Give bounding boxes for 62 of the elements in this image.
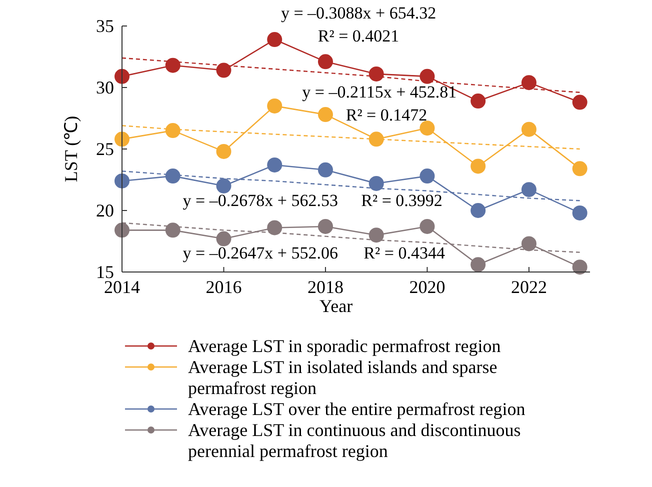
annotation: R² = 0.1472: [346, 106, 428, 125]
point: [165, 222, 180, 238]
point: [318, 107, 333, 122]
x-tick-label: 2016: [206, 277, 242, 297]
point: [114, 173, 130, 188]
point: [420, 68, 435, 84]
legend-label: Average LST in continuous and discontinuous perennial permafrost region: [188, 420, 521, 461]
annotation: R² = 0.4021: [318, 26, 400, 46]
annotation: R² = 0.4344: [364, 243, 446, 262]
point: [521, 236, 536, 252]
y-tick-label: 20: [96, 200, 114, 220]
point: [521, 122, 536, 137]
x-tick-label: 2018: [307, 277, 344, 297]
x-axis-title: Year: [319, 296, 353, 316]
y-tick-label: 25: [96, 139, 114, 159]
point: [470, 94, 486, 109]
point: [267, 32, 282, 48]
point: [216, 178, 232, 194]
y-tick-label: 30: [96, 78, 114, 98]
point: [572, 94, 588, 110]
x-tick-label: 2020: [409, 277, 446, 297]
annotation: y = –0.2678x + 562.53: [182, 191, 338, 210]
legend-label: Average LST over the entire permafrost region: [188, 399, 526, 419]
point: [470, 203, 486, 218]
point: [420, 218, 435, 234]
annotation: R² = 0.3992: [361, 191, 442, 210]
point: [521, 182, 536, 198]
point: [114, 222, 130, 238]
point: [165, 168, 180, 184]
point: [470, 158, 486, 174]
point: [114, 68, 130, 84]
point: [368, 228, 384, 243]
point: [318, 162, 333, 178]
point: [318, 218, 333, 234]
point: [267, 220, 282, 236]
point: [572, 205, 588, 220]
point: [420, 120, 435, 136]
legend-label: Average LST in isolated islands and sparse permafrost region: [188, 357, 498, 398]
y-axis-title: LST (℃): [61, 116, 81, 182]
annotation: y = –0.2647x + 552.06: [182, 243, 338, 262]
point: [318, 54, 333, 70]
point: [165, 58, 180, 73]
point: [572, 161, 588, 176]
y-tick-label: 35: [96, 16, 114, 36]
x-tick-label: 2022: [510, 277, 547, 297]
point: [368, 132, 384, 147]
point: [267, 98, 282, 114]
point: [368, 176, 384, 191]
point: [572, 260, 588, 275]
point: [368, 66, 384, 82]
point: [420, 168, 435, 184]
point: [267, 157, 282, 172]
text: y = –0.3088x + 654.32: [280, 4, 436, 23]
annotation: y = –0.2115x + 452.81: [302, 82, 457, 102]
point: [114, 132, 130, 147]
legend-label: Average LST in sporadic permafrost region: [188, 336, 501, 356]
point: [216, 144, 232, 159]
point: [470, 257, 486, 272]
point: [216, 62, 232, 78]
point: [216, 231, 232, 246]
point: [165, 123, 180, 138]
point: [521, 75, 536, 90]
